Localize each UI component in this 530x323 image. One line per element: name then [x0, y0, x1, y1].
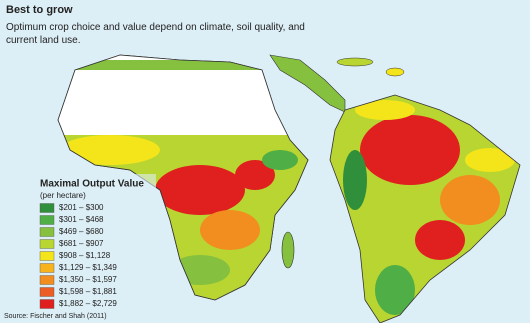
legend-swatch [39, 227, 55, 237]
legend-label: $1,882 – $2,729 [59, 299, 117, 308]
legend-label: $1,350 – $1,597 [59, 275, 117, 284]
legend-swatch [39, 239, 55, 249]
legend-bg [36, 174, 156, 306]
legend-swatch [39, 251, 55, 261]
legend-subtitle: (per hectare) [40, 191, 86, 200]
africa-border [57, 54, 309, 301]
legend-label: $1,598 – $1,881 [59, 287, 117, 296]
legend: $201 – $300 $301 – $468 $469 – $680 $681 – … [39, 203, 117, 309]
legend-label: $908 – $1,128 [59, 251, 111, 260]
central-america [269, 54, 346, 113]
island [336, 57, 374, 67]
legend-label: $1,129 – $1,349 [59, 263, 117, 272]
madagascar [281, 231, 295, 269]
title: Best to grow [6, 4, 73, 16]
legend-label: $681 – $907 [59, 239, 104, 248]
subtitle: Optimum crop choice and value depend on … [6, 22, 305, 46]
legend-label: $301 – $468 [59, 215, 104, 224]
source: Source: Fischer and Shah (2011) [4, 313, 107, 320]
legend-label: $201 – $300 [59, 203, 104, 212]
island [385, 67, 405, 77]
legend-swatch [39, 203, 55, 213]
legend-swatch [39, 215, 55, 225]
legend-swatch [39, 299, 55, 309]
legend-label: $469 – $680 [59, 227, 104, 236]
south-america-values [343, 100, 515, 315]
legend-title: Maximal Output Value [40, 179, 144, 190]
south-america-border [329, 94, 521, 323]
legend-swatch [39, 275, 55, 285]
legend-swatch [39, 287, 55, 297]
legend-swatch [39, 263, 55, 273]
